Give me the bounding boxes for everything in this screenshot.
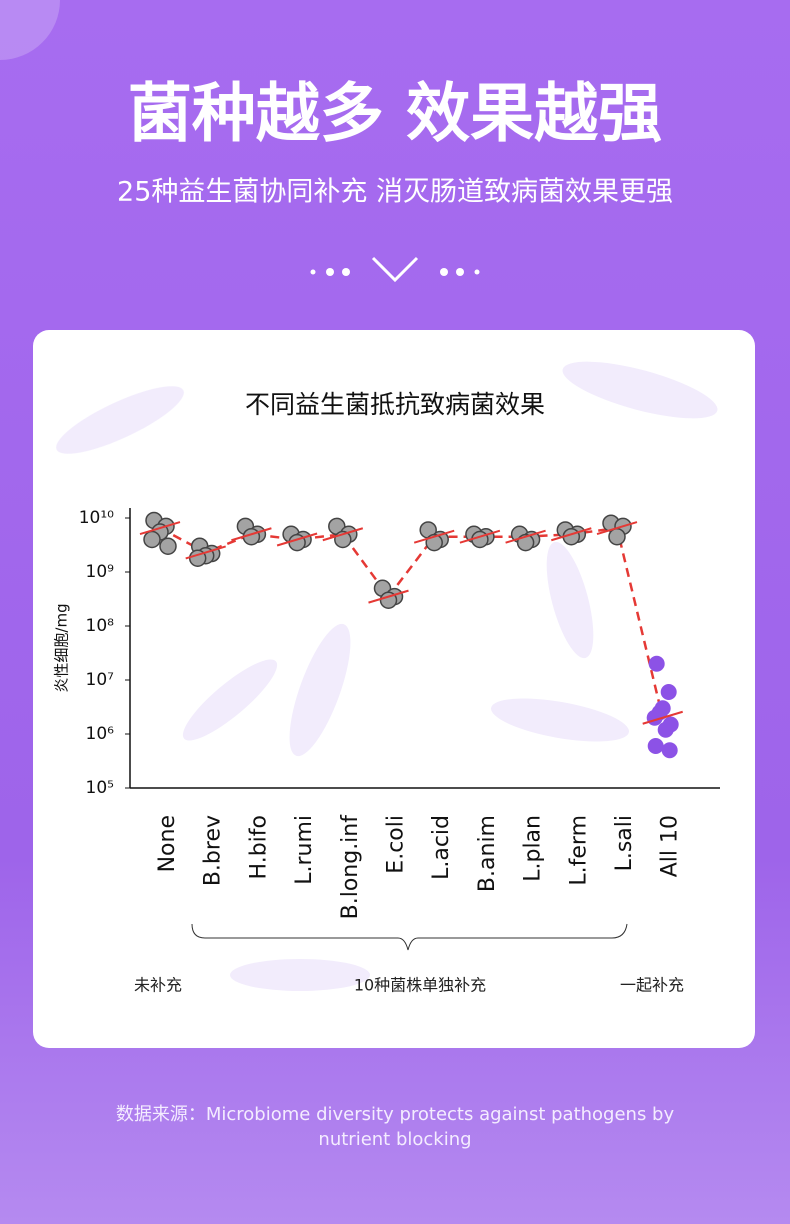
median-bar (413, 529, 455, 544)
y-tick-label: 10⁹ (86, 562, 115, 582)
x-tick-label: L.ferm (566, 815, 591, 886)
data-point (661, 742, 678, 759)
card-decor (56, 361, 718, 991)
median-bar (368, 589, 409, 604)
page-subtitle: 25种益生菌协同补充 消灭肠道致病菌效果更强 (117, 177, 673, 208)
x-tick-label: L.plan (521, 815, 546, 882)
x-tick-label: E.coli (384, 815, 409, 874)
chart-title: 不同益生菌抵抗致病菌效果 (245, 390, 545, 419)
median-bar (139, 521, 181, 536)
median-bar (551, 527, 592, 542)
data-point (159, 537, 177, 555)
page-title: 菌种越多 效果越强 (128, 78, 662, 152)
median-bar (642, 710, 683, 725)
x-tick-label: H.bifo (246, 815, 271, 879)
data-point (608, 527, 626, 546)
median-bar (596, 521, 638, 536)
bracket (191, 923, 628, 951)
source: 数据来源：Microbiome diversity protects again… (115, 1104, 675, 1150)
x-tick-label: L.rumi (292, 815, 317, 885)
annotation: 10种菌株单独补充 (354, 976, 486, 995)
card (33, 330, 755, 1048)
x-tick-label: None (155, 815, 180, 872)
x-tick-label: B.anim (475, 815, 500, 892)
x-tick-label: L.acid (429, 815, 454, 880)
annotation: 一起补充 (620, 976, 684, 995)
data-point (657, 721, 674, 738)
data-point (471, 530, 489, 549)
data-point (648, 655, 665, 672)
median-bar (231, 527, 272, 542)
x-tick-label: All 10 (658, 815, 683, 877)
y-tick-label: 10⁸ (86, 616, 115, 636)
median-bar (185, 545, 226, 560)
divider (310, 256, 480, 283)
x-tick-label: B.long.inf (338, 814, 363, 920)
y-tick-label: 10⁵ (86, 778, 114, 798)
data-point (660, 683, 677, 700)
median-bar (459, 529, 501, 544)
annotation: 未补充 (134, 976, 182, 995)
x-tick-label: L.sali (612, 815, 637, 871)
median-bar (322, 527, 364, 542)
y-axis-label: 炎性细胞/mg (53, 603, 71, 692)
decor (0, 0, 60, 60)
y-tick-label: 10¹⁰ (79, 508, 114, 528)
data-point (647, 737, 664, 754)
y-tick-label: 10⁷ (86, 670, 115, 690)
data-point (143, 530, 161, 549)
x-tick-label: B.brev (201, 815, 226, 886)
y-tick-label: 10⁶ (86, 724, 115, 744)
median-bar (505, 529, 546, 544)
median-bar (276, 532, 318, 547)
